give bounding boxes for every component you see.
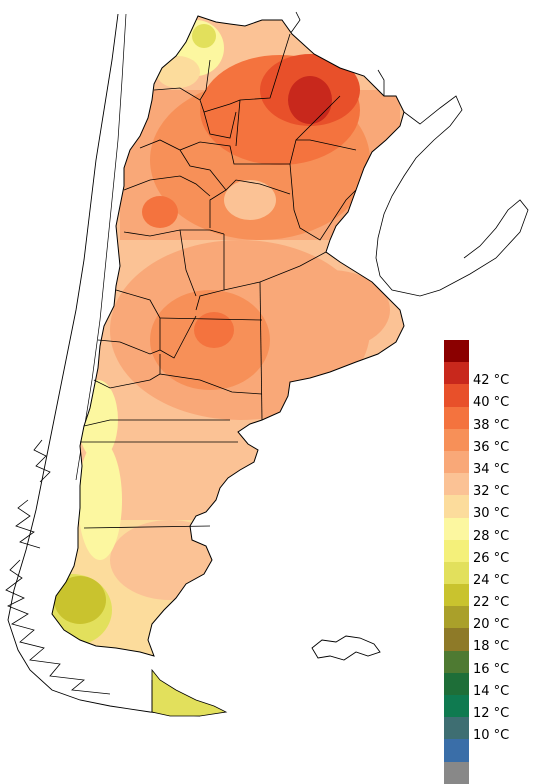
legend-label: 28 °C bbox=[473, 528, 510, 544]
tierra-del-fuego bbox=[151, 668, 228, 717]
legend-item: 18 °C bbox=[444, 628, 536, 654]
temperature-legend: 42 °C 40 °C 38 °C 36 °C 34 °C 32 °C 30 °C 28 °C… bbox=[444, 340, 536, 784]
legend-label: 32 °C bbox=[473, 484, 510, 500]
argentina-temperature-map bbox=[5, 11, 529, 717]
legend-label: 14 °C bbox=[473, 683, 510, 699]
legend-item: 10 °C bbox=[444, 717, 536, 743]
legend-swatch bbox=[444, 406, 469, 429]
legend-label: 12 °C bbox=[473, 706, 510, 721]
legend-swatch bbox=[444, 650, 469, 673]
legend-item bbox=[444, 340, 536, 363]
legend-swatch bbox=[444, 428, 469, 451]
legend-swatch bbox=[444, 628, 469, 651]
legend-item: 38 °C bbox=[444, 406, 536, 432]
province-borders bbox=[80, 33, 357, 529]
legend-label: 22 °C bbox=[473, 595, 510, 611]
legend-swatch bbox=[444, 717, 469, 740]
legend-item: 42 °C bbox=[444, 362, 536, 388]
legend-label: 42 °C bbox=[473, 373, 510, 389]
legend-swatch bbox=[444, 561, 469, 585]
legend-label: 26 °C bbox=[473, 550, 510, 566]
legend-swatch bbox=[444, 384, 469, 407]
legend-label: 38 °C bbox=[473, 417, 510, 433]
legend-swatch bbox=[444, 340, 469, 363]
legend-item: 40 °C bbox=[444, 384, 536, 410]
legend-label: 24 °C bbox=[473, 572, 510, 588]
legend-item bbox=[444, 739, 536, 762]
temperature-field bbox=[52, 16, 404, 656]
legend-swatch bbox=[444, 695, 469, 718]
legend-item: 20 °C bbox=[444, 606, 536, 632]
malvinas bbox=[311, 635, 381, 661]
legend-swatch bbox=[444, 672, 469, 695]
legend-item bbox=[444, 761, 536, 784]
legend-label: 34 °C bbox=[473, 461, 510, 477]
legend-swatch bbox=[444, 739, 469, 762]
legend-swatch bbox=[444, 517, 469, 540]
legend-label: 40 °C bbox=[473, 395, 510, 411]
legend-swatch bbox=[444, 450, 469, 474]
legend-label: 16 °C bbox=[473, 661, 510, 677]
legend-item: 36 °C bbox=[444, 428, 536, 454]
legend-item: 32 °C bbox=[444, 473, 536, 499]
legend-item: 16 °C bbox=[444, 650, 536, 676]
legend-item: 14 °C bbox=[444, 672, 536, 698]
legend-swatch bbox=[444, 606, 469, 629]
legend-swatch bbox=[444, 584, 469, 607]
legend-item: 34 °C bbox=[444, 450, 536, 476]
legend-item: 24 °C bbox=[444, 561, 536, 587]
legend-item: 30 °C bbox=[444, 495, 536, 521]
legend-item: 22 °C bbox=[444, 584, 536, 610]
legend-label: 36 °C bbox=[473, 439, 510, 455]
legend-label: 30 °C bbox=[473, 506, 510, 522]
legend-item: 28 °C bbox=[444, 517, 536, 543]
legend-swatch bbox=[444, 761, 469, 784]
legend-item: 26 °C bbox=[444, 539, 536, 565]
legend-label: 20 °C bbox=[473, 617, 510, 633]
legend-swatch bbox=[444, 539, 469, 562]
legend-label: 18 °C bbox=[473, 639, 510, 655]
legend-swatch bbox=[444, 473, 469, 496]
legend-swatch bbox=[444, 362, 469, 385]
chile-outline bbox=[7, 13, 201, 717]
legend-label: 10 °C bbox=[473, 728, 510, 744]
legend-item: 12 °C bbox=[444, 695, 536, 721]
legend-swatch bbox=[444, 495, 469, 518]
